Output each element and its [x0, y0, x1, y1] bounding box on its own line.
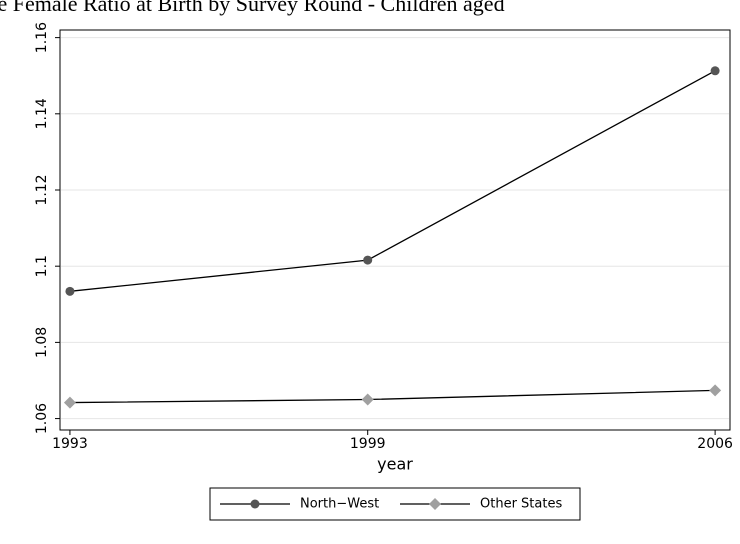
- y-tick-label: 1.1: [34, 255, 50, 277]
- legend-marker: [429, 498, 441, 510]
- data-point: [63, 396, 76, 409]
- y-tick-label: 1.08: [34, 327, 50, 358]
- data-point: [710, 66, 720, 76]
- x-tick-label: 2006: [697, 436, 733, 452]
- y-tick-label: 1.06: [34, 403, 50, 434]
- x-axis-label: year: [377, 455, 413, 474]
- legend-marker: [250, 499, 260, 509]
- data-point: [361, 393, 374, 406]
- x-tick-label: 1993: [52, 436, 88, 452]
- plot-frame: [59, 29, 731, 431]
- y-tick-label: 1.16: [34, 22, 50, 53]
- y-tick-label: 1.14: [34, 98, 50, 129]
- y-tick-label: 1.12: [34, 174, 50, 205]
- data-point: [709, 384, 722, 397]
- x-tick-label: 1999: [350, 436, 386, 452]
- data-point: [363, 255, 373, 265]
- data-point: [65, 286, 75, 296]
- chart-title: Male Female Ratio at Birth by Survey Rou…: [0, 0, 505, 16]
- legend-label: North−West: [300, 497, 379, 512]
- legend-label: Other States: [480, 497, 562, 512]
